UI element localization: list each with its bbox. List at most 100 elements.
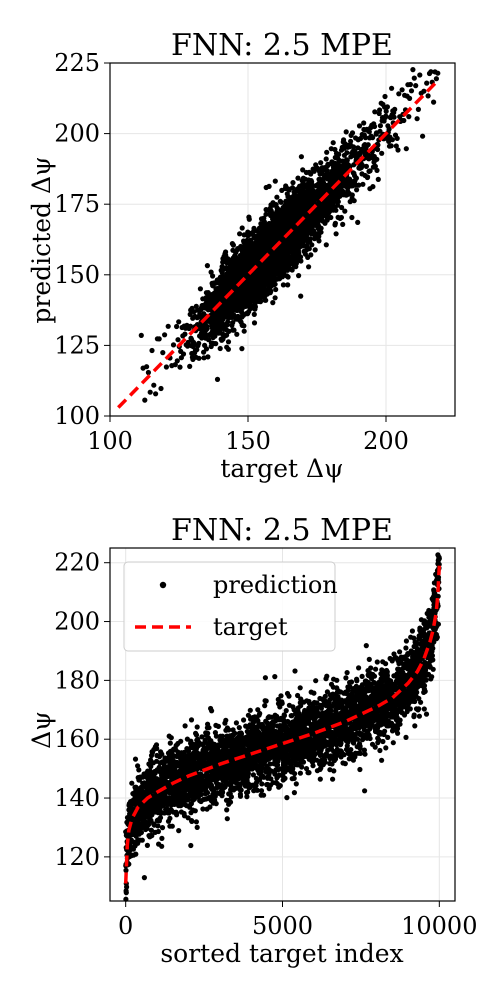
prediction-point (192, 808, 198, 814)
x-tick-label: 200 (363, 427, 409, 455)
scatter-point (263, 297, 269, 303)
chart-top-diagonal (117, 78, 440, 409)
scatter-point (145, 369, 151, 376)
prediction-point (168, 735, 174, 741)
prediction-point (155, 828, 161, 835)
scatter-point (162, 332, 168, 338)
prediction-point (123, 867, 129, 874)
scatter-point (272, 178, 278, 184)
scatter-point (323, 242, 329, 248)
prediction-point (174, 812, 180, 818)
scatter-point (396, 91, 402, 97)
scatter-point (230, 320, 236, 326)
prediction-point (169, 823, 175, 829)
scatter-point (149, 347, 155, 354)
scatter-point (246, 216, 252, 222)
scatter-point (156, 336, 162, 342)
scatter-point (323, 156, 329, 162)
prediction-point (144, 842, 150, 849)
scatter-point (285, 282, 291, 288)
scatter-point (177, 364, 183, 370)
scatter-point (197, 286, 203, 292)
scatter-point (298, 154, 304, 160)
scatter-point (344, 150, 350, 156)
scatter-point (415, 106, 421, 112)
y-tick-label: 125 (54, 331, 100, 359)
scatter-point (375, 176, 381, 182)
scatter-point (407, 81, 413, 88)
scatter-point (274, 194, 280, 200)
prediction-point (133, 851, 139, 857)
scatter-point (231, 327, 237, 333)
prediction-point (141, 875, 147, 881)
scatter-point (144, 364, 150, 370)
scatter-point (298, 293, 304, 299)
scatter-point (175, 337, 181, 343)
prediction-point (182, 723, 188, 729)
scatter-point (225, 346, 231, 352)
chart-top-xlabel: target Δψ (220, 454, 343, 483)
scatter-point (431, 99, 437, 105)
scatter-point (316, 238, 322, 244)
scatter-point (351, 198, 357, 204)
scatter-point (176, 319, 182, 325)
scatter-point (158, 385, 164, 392)
scatter-point (414, 116, 420, 122)
scatter-point (374, 167, 380, 173)
scatter-point (424, 80, 430, 86)
scatter-point (163, 364, 169, 370)
prediction-point (167, 740, 173, 746)
scatter-point (239, 225, 245, 231)
scatter-point (241, 328, 247, 334)
scatter-point (425, 93, 431, 99)
scatter-point (365, 174, 371, 180)
scatter-point (433, 76, 439, 82)
scatter-point (165, 323, 171, 329)
scatter-point (204, 263, 210, 269)
scatter-point (251, 311, 257, 317)
scatter-point (208, 269, 214, 275)
scatter-point (399, 87, 405, 93)
scatter-point (203, 346, 210, 352)
scatter-point (389, 85, 395, 91)
scatter-point (355, 219, 361, 225)
scatter-point (312, 247, 318, 253)
scatter-point (226, 328, 232, 334)
prediction-point (129, 780, 135, 786)
prediction-point (193, 819, 199, 825)
scatter-point (394, 135, 400, 141)
scatter-point (214, 376, 221, 382)
prediction-point (159, 843, 165, 849)
scatter-point (383, 113, 389, 119)
chart-bottom-title: FNN: 2.5 MPE (171, 513, 393, 548)
scatter-point (309, 242, 315, 248)
scatter-point (349, 130, 356, 136)
scatter-point (330, 140, 336, 146)
scatter-point (386, 126, 392, 132)
scatter-point (225, 319, 231, 325)
scatter-point (298, 258, 304, 264)
prediction-point (194, 824, 200, 831)
prediction-point (178, 738, 184, 744)
scatter-point (147, 389, 153, 395)
scatter-point (182, 331, 188, 337)
scatter-point (403, 146, 409, 152)
chart-top-points (138, 67, 441, 403)
scatter-point (335, 199, 341, 205)
scatter-point (388, 143, 394, 149)
chart-top: FNN: 2.5 MPE 100 150 200100125150175200225… (27, 28, 456, 483)
x-tick-label: 150 (225, 427, 271, 455)
scatter-point (170, 342, 177, 348)
scatter-point (268, 288, 274, 294)
scatter-point (318, 225, 324, 231)
scatter-point (413, 83, 419, 89)
scatter-point (348, 138, 354, 144)
scatter-point (377, 107, 383, 113)
scatter-point (205, 337, 212, 343)
scatter-point (251, 320, 258, 326)
prediction-point (167, 815, 173, 822)
scatter-point (382, 93, 388, 100)
scatter-point (296, 273, 302, 279)
chart-top-title: FNN: 2.5 MPE (171, 28, 393, 63)
prediction-point (123, 890, 129, 896)
